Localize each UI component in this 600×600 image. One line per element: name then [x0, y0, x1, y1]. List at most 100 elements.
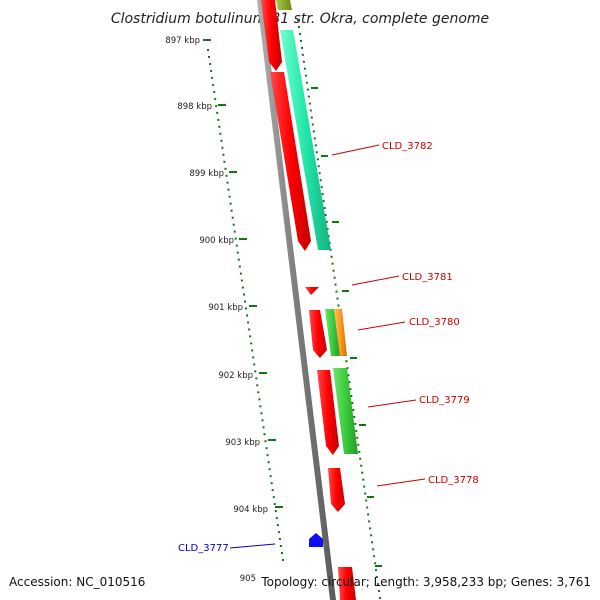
ruler-dot	[258, 398, 261, 401]
boundary-dot	[308, 102, 311, 105]
boundary-dot	[333, 276, 336, 279]
boundary-dot	[379, 597, 381, 599]
ruler-dot	[271, 489, 274, 492]
ruler-dot	[247, 321, 250, 324]
ruler-dot	[211, 76, 214, 79]
cog-feature-cld-3779[interactable]	[333, 368, 358, 454]
ruler-dot	[224, 167, 227, 170]
ruler-dot	[243, 293, 245, 296]
cds-feature-cld-3779-red[interactable]	[317, 370, 339, 455]
ruler-dot	[234, 237, 237, 240]
boundary-dot	[301, 46, 303, 49]
boundary-dot	[307, 95, 310, 98]
boundary-dot	[367, 513, 370, 516]
ruler-dot	[273, 503, 276, 506]
gene-label-cld-3781[interactable]: CLD_3781	[402, 272, 453, 283]
cds-feature-cld-3782-red[interactable]	[270, 72, 311, 251]
gene-label-cld-3779[interactable]: CLD_3779	[419, 395, 470, 406]
ruler-dot	[261, 419, 264, 422]
ruler-dot	[257, 391, 260, 394]
ruler-dot	[263, 433, 266, 436]
boundary-dot	[319, 179, 322, 182]
boundary-dot	[348, 381, 351, 384]
boundary-dot	[304, 74, 307, 77]
ruler-dot	[210, 70, 213, 72]
ruler-dot	[268, 468, 271, 471]
rna-feature-cld-3777[interactable]	[309, 533, 323, 547]
boundary-dot	[302, 60, 305, 63]
ruler-dot	[254, 370, 257, 373]
boundary-dot	[375, 569, 377, 572]
ruler-dot	[272, 496, 275, 499]
ruler-dot	[250, 342, 253, 345]
ruler-dot	[228, 195, 231, 198]
ruler-dot	[235, 244, 238, 247]
ruler-dot	[232, 223, 235, 226]
boundary-dot	[299, 32, 301, 35]
boundary-dot	[374, 562, 377, 565]
boundary-dot	[312, 130, 315, 133]
boundary-dot	[309, 109, 312, 112]
boundary-dot	[324, 214, 327, 216]
ruler-tick-labels: 897 kbp 898 kbp 899 kbp 900 kbp 901 kbp …	[165, 36, 268, 584]
ruler-dot	[222, 153, 225, 156]
ruler-dot	[282, 559, 284, 561]
ruler-dot	[231, 216, 234, 219]
boundary-dot	[325, 221, 328, 223]
cds-feature-cld-3780-red[interactable]	[309, 310, 327, 358]
cog-feature-cld-3780-orange[interactable]	[334, 309, 347, 356]
boundary-dot	[330, 255, 333, 258]
boundary-dot	[311, 123, 314, 126]
cds-feature-cld-3781[interactable]	[305, 287, 319, 295]
ruler-dot	[217, 118, 220, 121]
boundary-dot	[365, 499, 368, 502]
cds-feature-cld-3778[interactable]	[328, 468, 345, 512]
ruler-dot	[223, 160, 226, 163]
cog-feature-cld-3780-green[interactable]	[325, 309, 340, 356]
cog-feature-cld-3782[interactable]	[280, 30, 331, 250]
tick-label-902: 902 kbp	[218, 371, 253, 381]
boundary-dot	[366, 506, 369, 509]
boundary-dot	[360, 464, 363, 467]
ruler-dot	[236, 251, 239, 254]
ruler-ticks	[203, 39, 283, 508]
cds-feature-bottom-red[interactable]	[338, 567, 356, 600]
ruler-dot	[246, 314, 248, 317]
gene-label-cld-3777[interactable]: CLD_3777	[178, 543, 229, 554]
genome-backbone	[257, 0, 336, 600]
gene-label-cld-3778[interactable]: CLD_3778	[428, 475, 479, 486]
boundary-dot	[315, 151, 318, 154]
gene-label-cld-3782[interactable]: CLD_3782	[382, 141, 433, 152]
ruler-dot	[216, 111, 219, 114]
gene-label-cld-3780[interactable]: CLD_3780	[409, 317, 460, 328]
boundary-dot	[322, 200, 325, 203]
cds-feature-top-red[interactable]	[261, 0, 282, 71]
ruler-dot	[275, 517, 278, 520]
ruler-dot	[226, 181, 229, 184]
boundary-dot	[335, 290, 338, 293]
boundary-dot	[321, 193, 324, 196]
ruler-dot	[227, 188, 230, 191]
tick-label-899: 899 kbp	[189, 169, 224, 179]
boundary-dot	[345, 360, 348, 363]
ruler-dot	[212, 83, 215, 86]
boundary-dot	[355, 429, 358, 432]
ruler-dot	[253, 363, 256, 366]
boundary-dot	[351, 402, 354, 404]
cog-feature-top-olive[interactable]	[276, 0, 292, 10]
boundary-dot	[364, 492, 367, 495]
boundary-dot	[359, 457, 362, 460]
callout-cld-3779	[367, 399, 417, 408]
boundary-dot	[354, 422, 357, 425]
label-callouts	[229, 144, 426, 549]
ruler-dot	[252, 356, 255, 359]
boundary-dot	[349, 388, 352, 391]
ruler-dot	[244, 300, 246, 303]
boundary-dot	[371, 541, 374, 544]
boundary-dot	[313, 137, 316, 140]
callout-cld-3780	[357, 321, 406, 331]
ruler-dot	[267, 461, 270, 464]
ruler-dot	[230, 209, 233, 212]
ruler-dot	[256, 384, 259, 387]
